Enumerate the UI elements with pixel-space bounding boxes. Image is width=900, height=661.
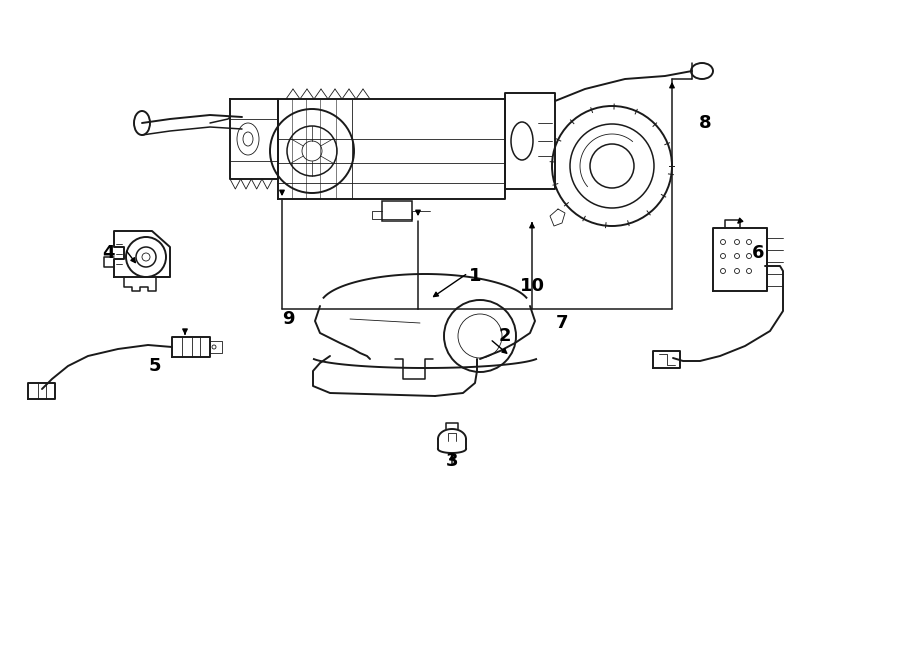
Text: 4: 4 (102, 244, 114, 262)
Text: 6: 6 (752, 244, 764, 262)
Text: 3: 3 (446, 452, 458, 470)
Text: 2: 2 (499, 327, 511, 345)
Text: 10: 10 (519, 277, 544, 295)
Text: 1: 1 (469, 267, 482, 285)
Text: 5: 5 (148, 357, 161, 375)
Text: 7: 7 (556, 314, 568, 332)
Text: 9: 9 (282, 310, 294, 328)
Text: 8: 8 (698, 114, 711, 132)
